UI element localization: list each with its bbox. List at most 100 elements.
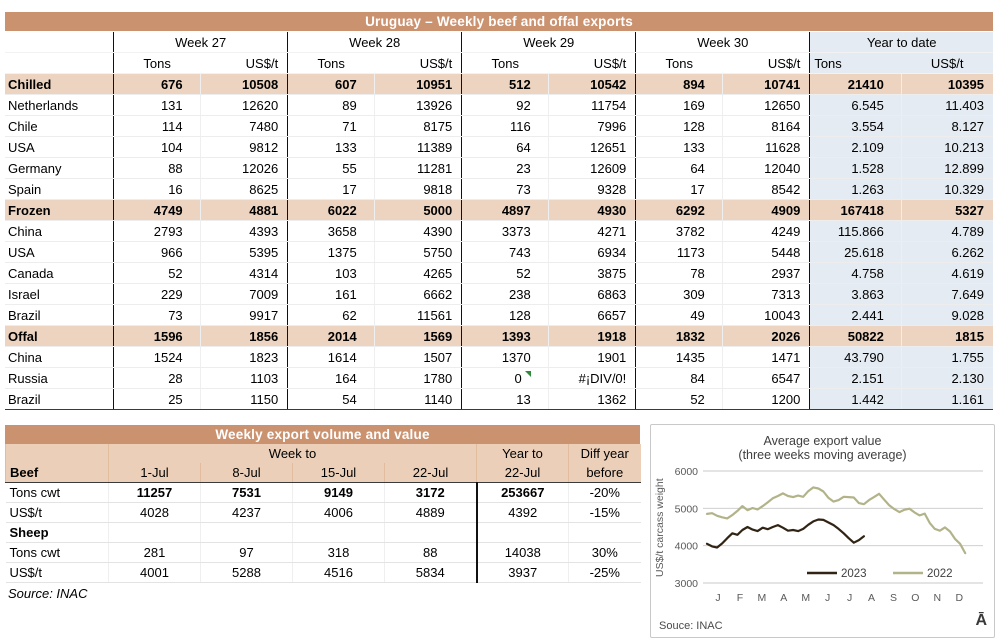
cell: 1435 — [635, 346, 723, 368]
chart-title: Average export value — [763, 434, 882, 448]
row-label: Brazil — [5, 388, 114, 410]
row-label: Brazil — [5, 304, 114, 326]
cell: 1918 — [547, 325, 636, 347]
table-row-germany: Germany 88 12026 55 11281 23 12609 64 12040 1.528… — [5, 157, 993, 179]
cell: 23 — [461, 157, 549, 179]
cell: 25 — [113, 388, 201, 410]
unit-header-usd: US$/t — [722, 52, 810, 74]
cell: 1832 — [635, 325, 723, 347]
table-row-chilled: Chilled 676 10508 607 10951 512 10542 894 10741 2… — [5, 73, 993, 95]
cell: 30% — [568, 542, 641, 563]
cell: 1780 — [373, 367, 462, 389]
unit-header-tons: Tons — [113, 52, 201, 74]
cell: 10542 — [547, 73, 636, 95]
cell: 1103 — [199, 367, 288, 389]
legend-label-2022: 2022 — [927, 568, 953, 580]
cell: 115.866 — [809, 220, 902, 242]
cell: 4028 — [108, 502, 201, 523]
cell: 676 — [113, 73, 201, 95]
cell: 8164 — [721, 115, 810, 137]
cell: 6.545 — [809, 94, 902, 116]
cell: 5834 — [383, 562, 477, 583]
cell: 318 — [292, 542, 385, 563]
cell: 128 — [461, 304, 549, 326]
volume-value-table-section: Weekly export volume and value Week to Ye… — [5, 425, 641, 601]
cell: 7313 — [721, 283, 810, 305]
series-line-2023 — [705, 518, 865, 549]
cell: 2937 — [721, 262, 810, 284]
cell: 1173 — [635, 241, 723, 263]
cell: 13926 — [373, 94, 462, 116]
table-row-sheep: Sheep — [5, 522, 641, 543]
cell: 743 — [461, 241, 549, 263]
cell: 12620 — [199, 94, 288, 116]
x-tick-label: M — [757, 592, 766, 604]
cell: 12.899 — [900, 157, 993, 179]
cell: 607 — [287, 73, 375, 95]
row-label: China — [5, 220, 114, 242]
cell: 5288 — [200, 562, 293, 583]
cell: 11389 — [373, 136, 462, 158]
cell: 4390 — [373, 220, 462, 242]
cell: 13 — [461, 388, 549, 410]
date-header: 1-Jul — [108, 463, 201, 483]
cell: 5327 — [900, 199, 993, 221]
x-tick-label: S — [890, 592, 897, 604]
cell: 1823 — [199, 346, 288, 368]
cell — [568, 522, 641, 543]
cell: 12650 — [721, 94, 810, 116]
table-row-brazil: Brazil 25 1150 54 1140 13 1362 52 1200 1.442 1.161 — [5, 388, 993, 410]
cell — [475, 522, 569, 543]
cell: 133 — [635, 136, 723, 158]
table-row-usa: USA 966 5395 1375 5750 743 6934 1173 5448 25.618 6… — [5, 241, 993, 263]
cell: 5750 — [373, 241, 462, 263]
row-label: Netherlands — [5, 94, 114, 116]
cell: 2.151 — [809, 367, 902, 389]
cell: 4749 — [113, 199, 201, 221]
cell — [200, 522, 293, 543]
cell — [383, 522, 477, 543]
cell: 5395 — [199, 241, 288, 263]
table-row-canada: Canada 52 4314 103 4265 52 3875 78 2937 4.758 4.61… — [5, 262, 993, 284]
cell: 0 — [461, 367, 549, 389]
cell: 52 — [635, 388, 723, 410]
row-label: USA — [5, 241, 114, 263]
cell: 3.863 — [809, 283, 902, 305]
cell: 4.789 — [900, 220, 993, 242]
x-tick-label: A — [780, 592, 787, 604]
cell: 10043 — [721, 304, 810, 326]
corner-cell — [5, 52, 114, 74]
cell: 88 — [383, 542, 477, 563]
cell: 28 — [113, 367, 201, 389]
cell: 8625 — [199, 178, 288, 200]
cell: -15% — [568, 502, 641, 523]
cell: 92 — [461, 94, 549, 116]
cell: 2.109 — [809, 136, 902, 158]
table-row-chile: Chile 114 7480 71 8175 116 7996 128 8164 3.554 8.1… — [5, 115, 993, 137]
cell: 10395 — [900, 73, 993, 95]
row-label: US$/t — [5, 562, 109, 583]
cell: 6662 — [373, 283, 462, 305]
row-label: Israel — [5, 283, 114, 305]
cell: 238 — [461, 283, 549, 305]
cell: 131 — [113, 94, 201, 116]
corner-cell — [5, 444, 109, 463]
cell: 6863 — [547, 283, 636, 305]
cell: 6547 — [721, 367, 810, 389]
cell: 5000 — [373, 199, 462, 221]
cell: 4314 — [199, 262, 288, 284]
cell: 11628 — [721, 136, 810, 158]
cell: 9818 — [373, 178, 462, 200]
cell: 1471 — [721, 346, 810, 368]
cell: 10.213 — [900, 136, 993, 158]
y-tick-label: 5000 — [675, 503, 699, 515]
cell: 128 — [635, 115, 723, 137]
cell: 1901 — [547, 346, 636, 368]
cell: 1.263 — [809, 178, 902, 200]
table2-title: Weekly export volume and value — [5, 425, 640, 444]
cell: 512 — [461, 73, 549, 95]
cell: 1362 — [547, 388, 636, 410]
ytd-date-header: 22-Jul — [476, 463, 569, 483]
row-label: Sheep — [5, 522, 109, 543]
